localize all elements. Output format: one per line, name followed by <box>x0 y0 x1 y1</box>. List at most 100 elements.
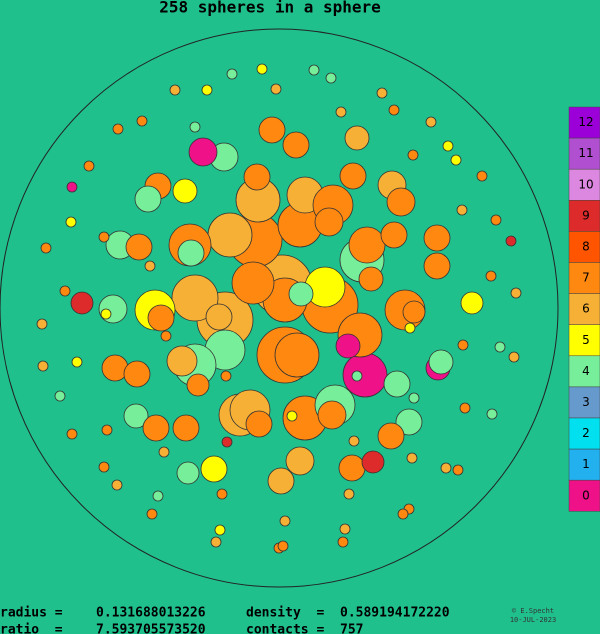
legend-swatch <box>568 386 600 419</box>
legend-swatch <box>568 448 600 481</box>
sphere <box>59 285 71 297</box>
stat-label: contacts = <box>246 623 324 634</box>
sphere <box>37 360 49 372</box>
sphere <box>70 291 94 315</box>
sphere <box>177 239 205 267</box>
sphere <box>383 370 411 398</box>
sphere <box>216 488 228 500</box>
sphere <box>404 322 416 334</box>
sphere <box>101 424 113 436</box>
sphere <box>134 185 162 213</box>
legend-label: 6 <box>582 302 590 316</box>
sphere <box>112 123 124 135</box>
sphere <box>98 231 110 243</box>
sphere <box>186 373 210 397</box>
sphere <box>376 87 388 99</box>
sphere <box>456 204 468 216</box>
sphere <box>508 351 520 363</box>
sphere <box>166 345 198 377</box>
sphere <box>361 450 385 474</box>
legend-label: 2 <box>582 426 590 440</box>
legend-label: 0 <box>582 488 590 502</box>
sphere <box>274 332 320 378</box>
legend-swatch <box>568 324 600 357</box>
sphere <box>205 303 233 331</box>
stats: radius = 0.131688013226 density = 0.5891941… <box>0 606 450 634</box>
sphere <box>169 84 181 96</box>
legend-swatch <box>568 479 600 512</box>
sphere <box>285 446 315 476</box>
sphere <box>123 403 149 429</box>
sphere <box>98 294 128 324</box>
sphere <box>142 414 170 442</box>
sphere <box>243 163 271 191</box>
legend-swatch <box>568 168 600 201</box>
legend-swatch <box>568 137 600 170</box>
sphere <box>308 64 320 76</box>
sphere <box>189 121 201 133</box>
sphere <box>428 349 454 375</box>
sphere <box>100 308 112 320</box>
title: 258 spheres in a sphere <box>159 0 381 17</box>
sphere <box>407 149 419 161</box>
stat-label: radius = <box>0 606 63 621</box>
sphere <box>146 508 158 520</box>
sphere <box>317 400 347 430</box>
sphere <box>158 446 170 458</box>
sphere <box>386 187 416 217</box>
sphere <box>256 63 268 75</box>
sphere <box>201 84 213 96</box>
sphere <box>388 104 400 116</box>
sphere <box>147 304 175 332</box>
sphere <box>348 226 386 264</box>
sphere <box>408 392 420 404</box>
sphere <box>335 333 361 359</box>
sphere <box>188 137 218 167</box>
sphere <box>460 291 484 315</box>
sphere <box>136 115 148 127</box>
credit-date: 10-JUL-2023 <box>510 616 556 624</box>
legend-label: 11 <box>578 146 593 160</box>
sphere <box>339 523 351 535</box>
sphere <box>485 270 497 282</box>
sphere <box>144 260 156 272</box>
stat-label: ratio = <box>0 623 63 634</box>
stat-value: 757 <box>340 623 363 634</box>
sphere <box>339 162 367 190</box>
sphere <box>459 402 471 414</box>
sphere <box>277 540 289 552</box>
sphere <box>171 274 219 322</box>
sphere <box>36 318 48 330</box>
sphere <box>214 524 226 536</box>
sphere <box>494 341 506 353</box>
sphere <box>66 181 78 193</box>
sphere <box>402 300 426 324</box>
sphere <box>231 261 275 305</box>
sphere <box>344 125 370 151</box>
sphere <box>380 221 408 249</box>
sphere <box>245 410 273 438</box>
sphere <box>395 408 423 436</box>
sphere <box>71 356 83 368</box>
sphere <box>54 390 66 402</box>
sphere <box>406 452 418 464</box>
sphere <box>83 160 95 172</box>
sphere <box>220 370 232 382</box>
sphere <box>452 464 464 476</box>
legend-swatch <box>568 106 600 139</box>
sphere <box>207 212 253 258</box>
credit-author: © E.Specht <box>512 607 554 615</box>
sphere <box>423 252 451 280</box>
legend-swatch <box>568 417 600 450</box>
stat-value: 0.131688013226 <box>96 606 206 621</box>
sphere <box>226 68 238 80</box>
sphere <box>111 479 123 491</box>
legend-label: 7 <box>582 271 590 285</box>
sphere <box>397 508 409 520</box>
sphere <box>288 281 314 307</box>
sphere <box>457 339 469 351</box>
sphere <box>490 214 502 226</box>
